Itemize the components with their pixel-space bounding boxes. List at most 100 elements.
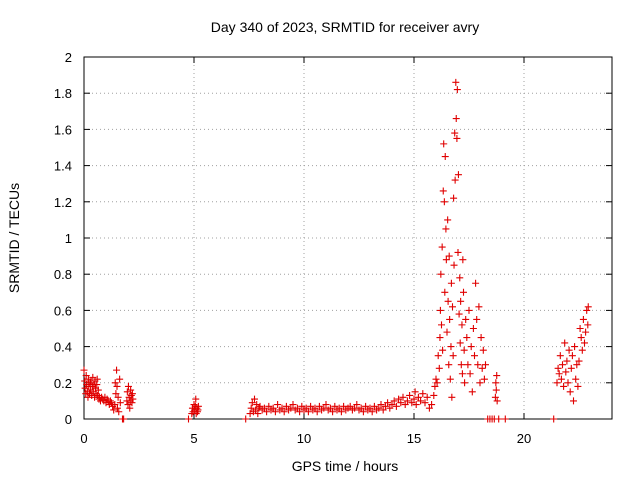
data-point: [472, 279, 480, 287]
data-point: [293, 404, 301, 412]
data-point: [557, 375, 565, 383]
data-point: [434, 352, 442, 360]
data-point: [269, 404, 277, 412]
data-point: [395, 395, 403, 403]
x-tick-labels: 0 5 10 15 20: [80, 431, 531, 446]
data-point: [112, 390, 120, 398]
data-point: [81, 384, 89, 392]
y-tick-label: 1: [65, 231, 72, 246]
x-tick-label: 5: [190, 431, 197, 446]
chart-title: Day 340 of 2023, SRMTID for receiver avr…: [211, 19, 479, 35]
data-point: [80, 366, 88, 374]
data-point: [437, 270, 445, 278]
data-point: [335, 404, 343, 412]
data-point: [430, 391, 438, 399]
data-point: [439, 346, 447, 354]
data-point: [436, 306, 444, 314]
data-point: [443, 328, 451, 336]
data-point: [465, 306, 473, 314]
data-point: [357, 404, 365, 412]
data-point: [460, 346, 468, 354]
data-point: [331, 402, 339, 410]
data-point: [451, 129, 459, 137]
data-point: [455, 310, 463, 318]
data-point: [438, 321, 445, 329]
data-point: [466, 370, 474, 378]
data-point: [126, 404, 134, 412]
data-point: [93, 375, 101, 383]
data-point: [298, 402, 306, 410]
data-point: [433, 379, 441, 387]
data-point: [110, 406, 118, 414]
data-point: [467, 343, 475, 351]
data-point: [459, 256, 467, 264]
data-point: [247, 404, 255, 412]
data-point: [444, 216, 452, 224]
y-tick-label: 1.4: [54, 159, 72, 174]
data-point: [432, 375, 440, 383]
data-point: [462, 315, 470, 323]
data-point: [403, 397, 411, 405]
data-point: [304, 408, 312, 416]
data-point: [192, 395, 200, 403]
data-point: [561, 339, 569, 347]
data-point: [577, 334, 585, 342]
data-point: [439, 187, 447, 195]
data-point: [463, 334, 471, 342]
data-point: [311, 404, 319, 412]
data-point: [406, 391, 414, 399]
data-point: [495, 415, 503, 423]
data-point: [113, 404, 121, 412]
data-point: [280, 408, 288, 416]
data-point: [474, 361, 482, 369]
data-point: [296, 408, 304, 416]
data-point: [575, 357, 583, 365]
data-point: [351, 404, 359, 412]
data-point: [492, 386, 500, 394]
data-point: [458, 370, 466, 378]
data-point: [567, 364, 575, 372]
data-point: [370, 402, 378, 410]
data-point: [287, 404, 295, 412]
data-point: [448, 393, 456, 401]
data-point: [445, 361, 453, 369]
data-point: [570, 397, 577, 405]
data-point: [441, 288, 449, 296]
data-point: [124, 382, 132, 390]
data-point: [185, 415, 192, 423]
data-point: [386, 404, 394, 412]
data-point: [271, 408, 279, 416]
data-point: [581, 339, 588, 347]
data-point: [550, 415, 558, 423]
data-point: [563, 357, 571, 365]
data-point: [397, 399, 405, 407]
y-tick-label: 2: [65, 50, 72, 65]
data-point: [116, 399, 124, 407]
data-point: [453, 86, 461, 94]
data-point: [248, 399, 256, 407]
data-point: [501, 415, 509, 423]
data-point: [366, 404, 374, 412]
data-point: [81, 377, 89, 385]
x-tick-label: 0: [80, 431, 87, 446]
data-point: [194, 402, 202, 410]
data-point: [94, 386, 102, 394]
data-point: [583, 306, 591, 314]
data-point: [456, 339, 464, 347]
data-point: [282, 402, 290, 410]
data-point: [573, 361, 581, 369]
data-point: [421, 399, 429, 407]
grid-lines: [84, 57, 612, 419]
data-point: [460, 288, 467, 296]
data-point: [572, 375, 580, 383]
data-point: [337, 408, 345, 416]
data-point: [401, 401, 409, 409]
y-tick-label: 0: [65, 412, 72, 427]
data-point: [441, 153, 449, 161]
data-point: [84, 393, 92, 401]
data-point: [392, 402, 400, 410]
data-point: [450, 261, 458, 269]
data-point: [451, 176, 459, 184]
data-point: [329, 408, 337, 416]
data-point: [320, 404, 328, 412]
